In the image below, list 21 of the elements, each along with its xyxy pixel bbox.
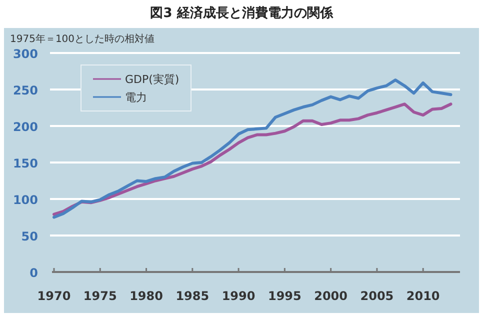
line-series [52, 102, 452, 216]
x-tick-label: 1975 [83, 289, 117, 303]
chart-title: 図3 経済成長と消費電力の関係 [150, 5, 334, 21]
x-tick-label: 1995 [268, 289, 302, 303]
x-tick-label: 1990 [222, 289, 256, 303]
legend-label: GDP(実質) [125, 73, 180, 86]
y-tick-label: 50 [21, 230, 38, 244]
legend-label: 電力 [125, 91, 147, 104]
y-tick-label: 0 [30, 266, 38, 280]
y-tick-label: 300 [12, 47, 38, 61]
y-axis-title: 1975年＝100とした時の相対値 [10, 33, 155, 45]
y-tick-label: 150 [12, 156, 38, 170]
y-tick-label: 100 [12, 193, 38, 207]
y-tick-label: 200 [12, 120, 38, 134]
x-tick-label: 1970 [37, 289, 71, 303]
x-tick-label: 1980 [130, 289, 163, 303]
x-tick-label: 2005 [360, 289, 394, 303]
y-tick-label: 250 [12, 84, 38, 98]
x-tick-label: 2010 [406, 289, 440, 303]
x-tick-label: 2000 [314, 289, 348, 303]
x-tick-label: 1985 [176, 289, 210, 303]
